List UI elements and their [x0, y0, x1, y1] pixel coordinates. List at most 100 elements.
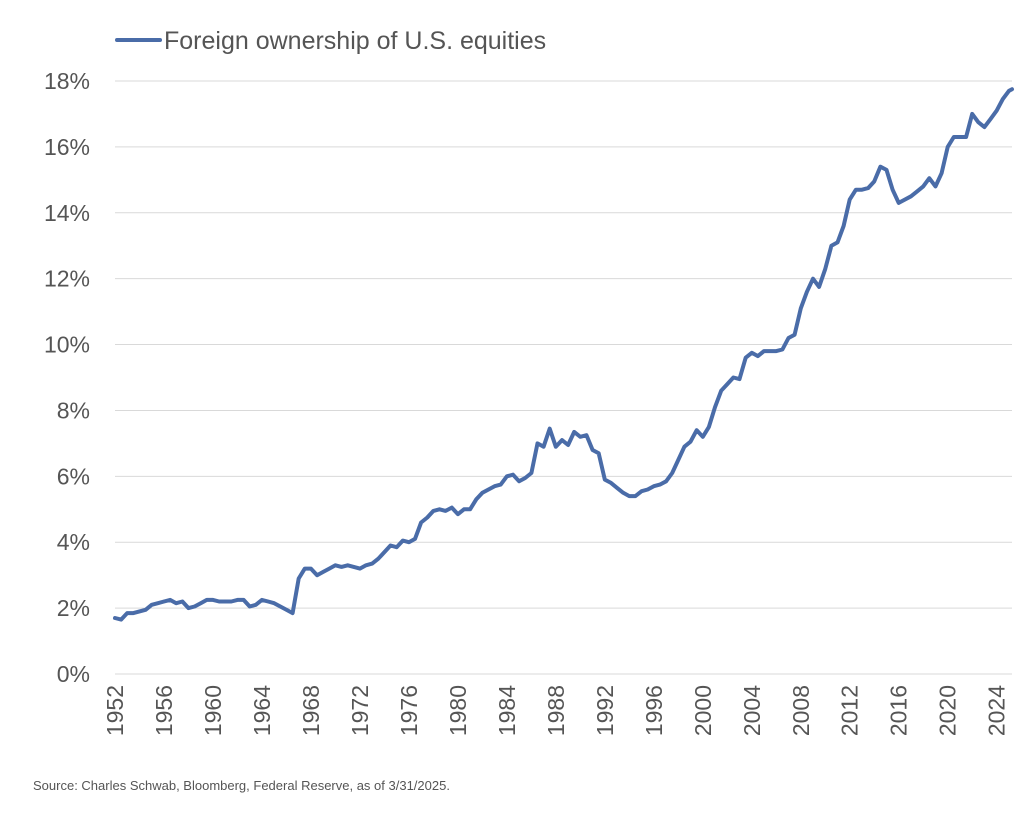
data-point [1007, 89, 1011, 93]
data-point [217, 599, 221, 604]
data-point [321, 570, 325, 574]
data-point [835, 240, 840, 244]
y-axis-ticks: 0% 2% 4% 6% 8% 10% 12% 14% 16% 18% [44, 68, 90, 687]
data-point [242, 598, 246, 602]
data-point [493, 484, 497, 488]
x-tick-label: 1976 [396, 685, 422, 736]
data-point [419, 520, 423, 525]
data-point [425, 515, 429, 520]
data-point [682, 445, 687, 449]
x-tick-label: 1980 [445, 685, 471, 736]
x-tick-label: 2004 [739, 685, 765, 736]
x-tick-label: 1996 [641, 685, 667, 736]
legend: Foreign ownership of U.S. equities [115, 27, 546, 55]
data-point [964, 135, 968, 139]
data-point [774, 349, 778, 353]
data-point [805, 290, 809, 294]
data-point [897, 201, 901, 205]
y-tick-label: 10% [44, 332, 90, 358]
data-point [940, 171, 944, 175]
data-point [364, 563, 368, 567]
data-point [474, 497, 478, 501]
x-tick-label: 1952 [102, 685, 128, 736]
data-point [333, 563, 337, 567]
data-point [989, 117, 993, 121]
data-point [272, 601, 276, 605]
data-point [468, 507, 472, 511]
data-point [137, 609, 142, 614]
data-point [309, 567, 313, 571]
data-point [933, 184, 938, 188]
gridlines [115, 80, 1012, 675]
data-point [315, 573, 319, 577]
x-tick-label: 1968 [298, 685, 324, 736]
data-point [511, 473, 515, 477]
data-point [529, 471, 534, 475]
data-point [566, 443, 570, 447]
data-point [866, 186, 870, 190]
data-point [284, 608, 288, 612]
data-point [793, 333, 797, 337]
data-point [113, 616, 117, 620]
data-point [523, 476, 527, 480]
data-point [658, 483, 662, 487]
data-point [799, 306, 803, 310]
data-point [909, 194, 913, 198]
data-point [199, 601, 203, 605]
data-point [633, 494, 638, 498]
data-point [982, 125, 987, 129]
data-point [676, 458, 680, 462]
data-point [156, 601, 160, 605]
data-point [382, 550, 386, 554]
data-point [750, 351, 754, 355]
data-point [548, 427, 552, 431]
data-point [952, 135, 956, 139]
data-point [266, 599, 270, 604]
data-point [505, 474, 509, 478]
data-point [554, 445, 558, 449]
y-tick-label: 2% [57, 595, 90, 621]
x-tick-label: 2000 [690, 685, 716, 736]
data-point [223, 599, 227, 604]
data-point [119, 618, 123, 622]
data-point [131, 611, 135, 615]
data-point [186, 606, 191, 610]
x-tick-label: 1972 [347, 685, 373, 736]
data-point [701, 435, 705, 439]
data-point [640, 489, 644, 493]
data-point [578, 435, 582, 439]
data-point [437, 507, 442, 511]
data-point [174, 601, 178, 605]
data-point [444, 509, 448, 513]
data-point [517, 479, 521, 483]
y-tick-label: 0% [57, 661, 90, 687]
data-point [395, 545, 399, 549]
data-point [370, 562, 374, 566]
data-point [431, 509, 435, 513]
data-point [780, 347, 785, 352]
data-point [860, 188, 864, 192]
data-point [786, 336, 791, 340]
data-point [584, 433, 589, 437]
data-point [652, 484, 656, 488]
source-note: Source: Charles Schwab, Bloomberg, Feder… [33, 778, 450, 793]
data-point [737, 377, 742, 381]
data-point [688, 440, 693, 444]
data-point [921, 184, 925, 188]
data-point [486, 487, 491, 492]
y-tick-label: 6% [57, 463, 90, 489]
data-point [731, 375, 736, 380]
data-point [339, 565, 344, 569]
data-point [254, 603, 258, 607]
data-point [946, 145, 950, 149]
data-point [995, 109, 999, 113]
x-tick-label: 1992 [592, 685, 618, 736]
y-tick-label: 4% [57, 529, 90, 555]
x-tick-label: 2012 [837, 685, 863, 736]
data-point [480, 491, 484, 495]
data-point [842, 224, 846, 228]
data-point [327, 567, 331, 571]
legend-label: Foreign ownership of U.S. equities [164, 27, 546, 55]
data-point [707, 425, 711, 429]
x-tick-label: 1956 [151, 685, 177, 736]
